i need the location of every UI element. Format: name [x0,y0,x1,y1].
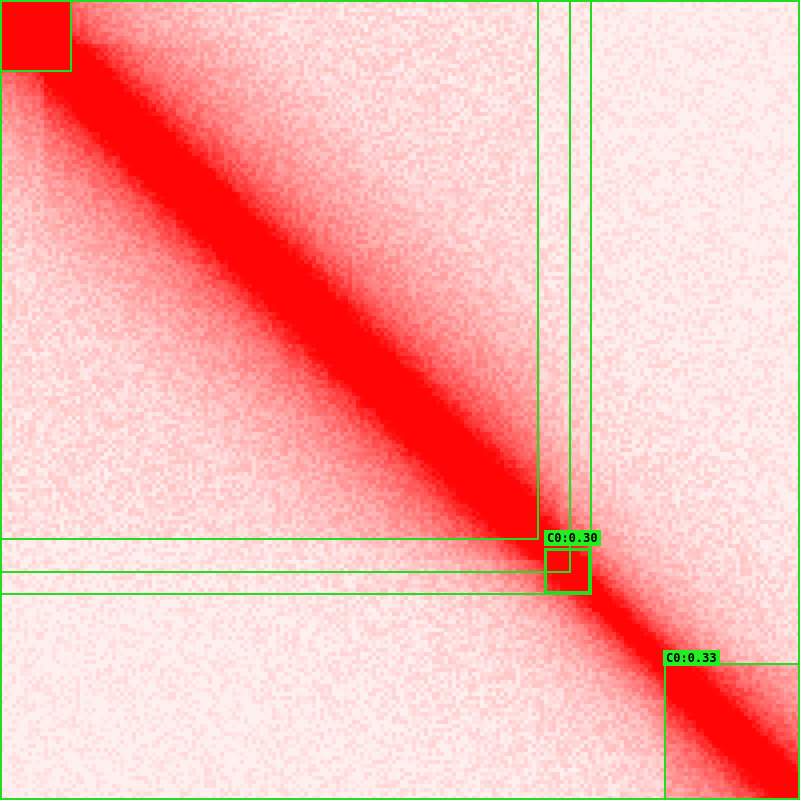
domain-label-1: C0:0.30 [544,530,601,546]
domain-label-2: C0:0.33 [663,650,720,666]
